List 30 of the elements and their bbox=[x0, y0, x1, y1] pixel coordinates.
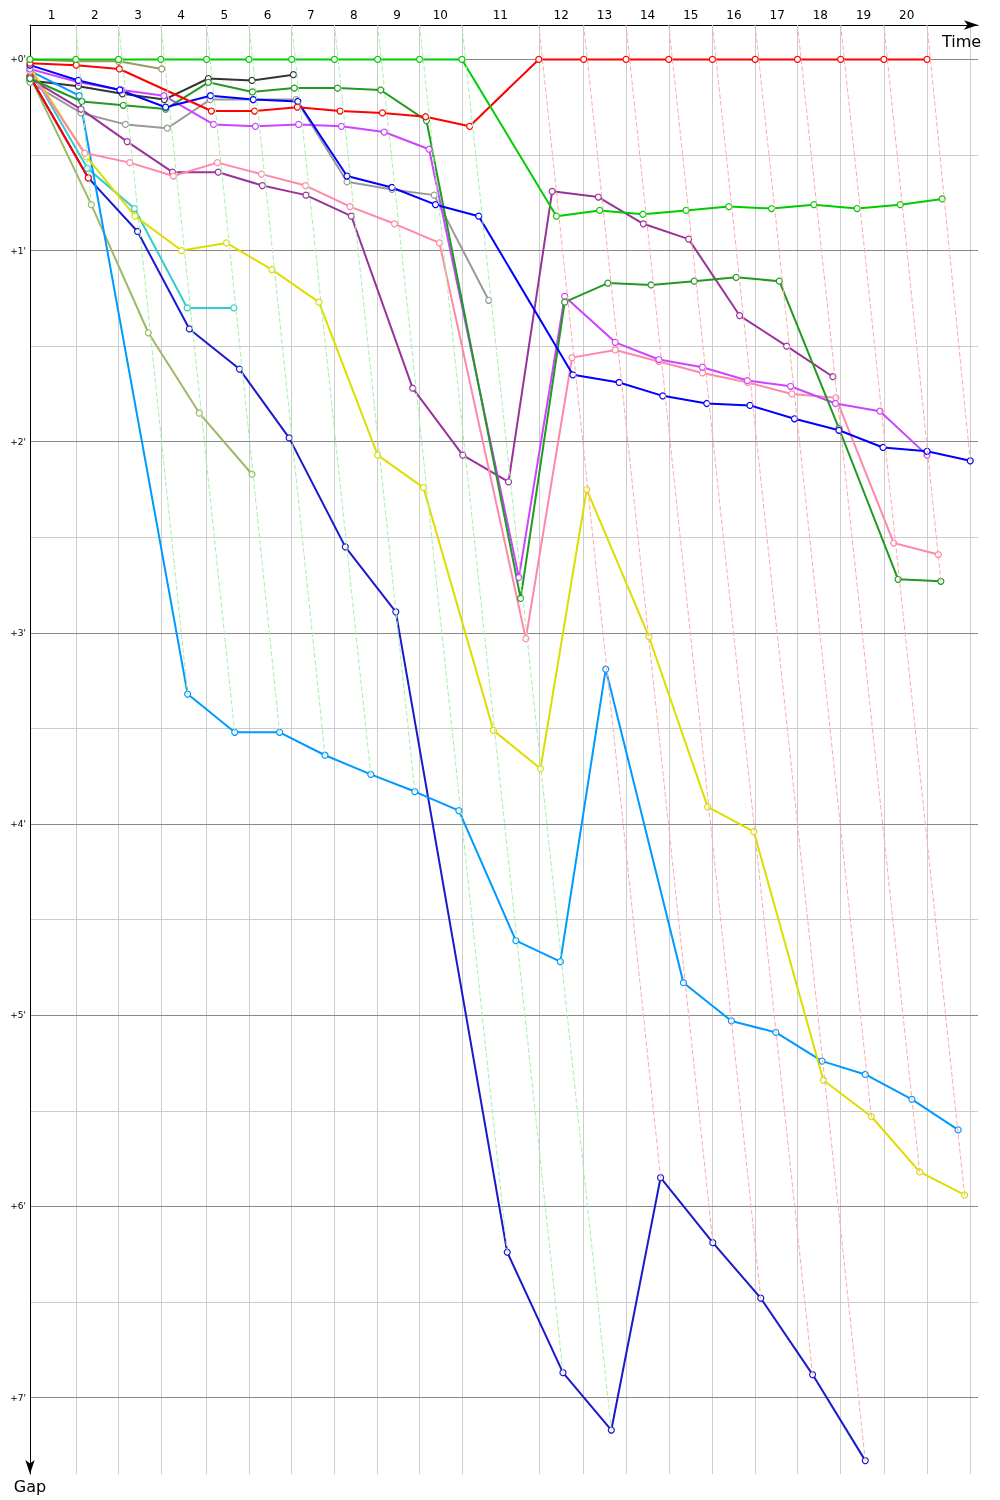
x-tick-label: 1 bbox=[47, 8, 56, 22]
x-axis-title: Time bbox=[941, 31, 982, 51]
y-tick-label: +0' bbox=[10, 54, 26, 65]
y-tick-label: +5' bbox=[10, 1010, 26, 1021]
x-tick-label: 7 bbox=[306, 8, 315, 22]
x-tick-label: 11 bbox=[492, 8, 508, 22]
x-tick-label: 20 bbox=[899, 8, 915, 22]
x-tick-label: 10 bbox=[432, 8, 448, 22]
x-tick-label: 6 bbox=[263, 8, 272, 22]
y-axis-title: Gap bbox=[13, 1476, 47, 1496]
x-tick-label: 13 bbox=[596, 8, 613, 22]
y-tick-label: +1' bbox=[10, 245, 26, 256]
x-tick-label: 12 bbox=[553, 8, 569, 22]
y-tick-label: +6' bbox=[10, 1201, 26, 1212]
x-tick-label: 15 bbox=[683, 8, 699, 22]
x-tick-label: 14 bbox=[639, 8, 656, 22]
x-tick-label: 9 bbox=[393, 8, 401, 22]
y-tick-label: +3' bbox=[10, 627, 26, 638]
x-tick-label: 2 bbox=[90, 8, 99, 22]
x-tick-label: 18 bbox=[812, 8, 828, 22]
x-tick-label: 19 bbox=[855, 8, 872, 22]
x-tick-label: 8 bbox=[350, 8, 358, 22]
x-tick-label: 4 bbox=[177, 8, 185, 22]
x-tick-label: 3 bbox=[134, 8, 142, 22]
x-tick-label: 16 bbox=[726, 8, 742, 22]
y-tick-label: +7' bbox=[10, 1392, 26, 1403]
x-tick-label: 17 bbox=[769, 8, 785, 22]
x-tick-label: 5 bbox=[220, 8, 229, 22]
y-tick-label: +2' bbox=[10, 436, 26, 447]
y-tick-label: +4' bbox=[10, 819, 26, 830]
